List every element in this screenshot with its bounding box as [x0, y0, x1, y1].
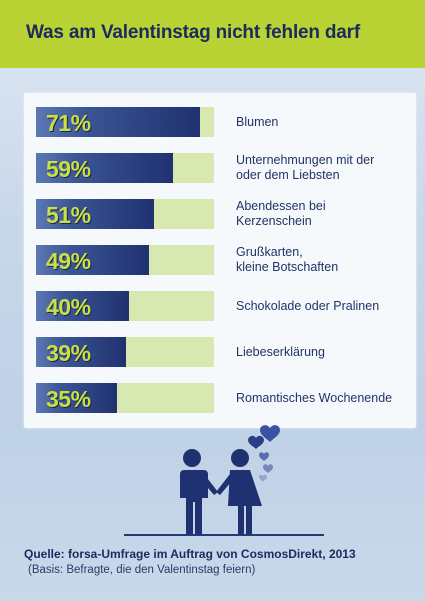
- bar-row: 59% Unternehmungen mit der oder dem Liebs…: [24, 148, 416, 188]
- heart-icon: [260, 425, 280, 442]
- bar-track: 40%: [36, 291, 214, 321]
- bar: [36, 153, 173, 183]
- couple-illustration: [180, 425, 280, 534]
- category-label: Abendessen bei Kerzenschein: [236, 199, 326, 228]
- bar-track: 71%: [36, 107, 214, 137]
- data-label: 51%: [46, 202, 91, 228]
- bar: [36, 383, 117, 413]
- source-note: Quelle: forsa-Umfrage im Auftrag von Cos…: [24, 547, 356, 561]
- category-label: Grußkarten, kleine Botschaften: [236, 245, 339, 274]
- category-label: Unternehmungen mit der oder dem Liebsten: [236, 153, 375, 182]
- bar-track: 35%: [36, 383, 214, 413]
- data-label: 71%: [46, 110, 91, 136]
- bar-row: 49% Grußkarten, kleine Botschaften: [24, 240, 416, 280]
- heart-icon: [263, 464, 273, 473]
- category-label: Schokolade oder Pralinen: [236, 298, 380, 313]
- ground-line: [124, 534, 324, 536]
- bar-track: 39%: [36, 337, 214, 367]
- heart-icon: [259, 474, 267, 482]
- data-label: 35%: [46, 386, 91, 412]
- bar-row: 51% Abendessen bei Kerzenschein: [24, 194, 416, 234]
- bar-row: 71% Blumen: [24, 102, 416, 142]
- bar: [36, 291, 129, 321]
- bar: [36, 337, 127, 367]
- man-figure-icon: [180, 449, 218, 534]
- category-label: Blumen: [236, 114, 279, 129]
- category-label: Romantisches Wochenende: [236, 390, 393, 405]
- bar: [36, 199, 154, 229]
- bar-row: 35% Romantisches Wochenende: [24, 378, 416, 418]
- header-banner: Was am Valentinstag nicht fehlen darf: [0, 0, 425, 68]
- chart-panel: 71% Blumen 59% Unternehmungen mit der oder …: [24, 93, 416, 428]
- data-label: 49%: [46, 248, 91, 274]
- category-label: Liebeserklärung: [236, 344, 325, 359]
- basis-note: (Basis: Befragte, die den Valentinstag f…: [28, 564, 256, 576]
- bar-track: 51%: [36, 199, 214, 229]
- bar-track: 49%: [36, 245, 214, 275]
- bar-row: 39% Liebeserklärung: [24, 332, 416, 372]
- heart-icon: [248, 435, 264, 449]
- heart-icon: [259, 452, 269, 461]
- woman-figure-icon: [216, 449, 262, 534]
- data-label: 59%: [46, 156, 91, 182]
- data-label: 40%: [46, 294, 91, 320]
- bar: [36, 245, 150, 275]
- chart-title: Was am Valentinstag nicht fehlen darf: [26, 22, 360, 43]
- bar-row: 40% Schokolade oder Pralinen: [24, 286, 416, 326]
- bar-track: 59%: [36, 153, 214, 183]
- data-label: 39%: [46, 340, 91, 366]
- bar: [36, 107, 201, 137]
